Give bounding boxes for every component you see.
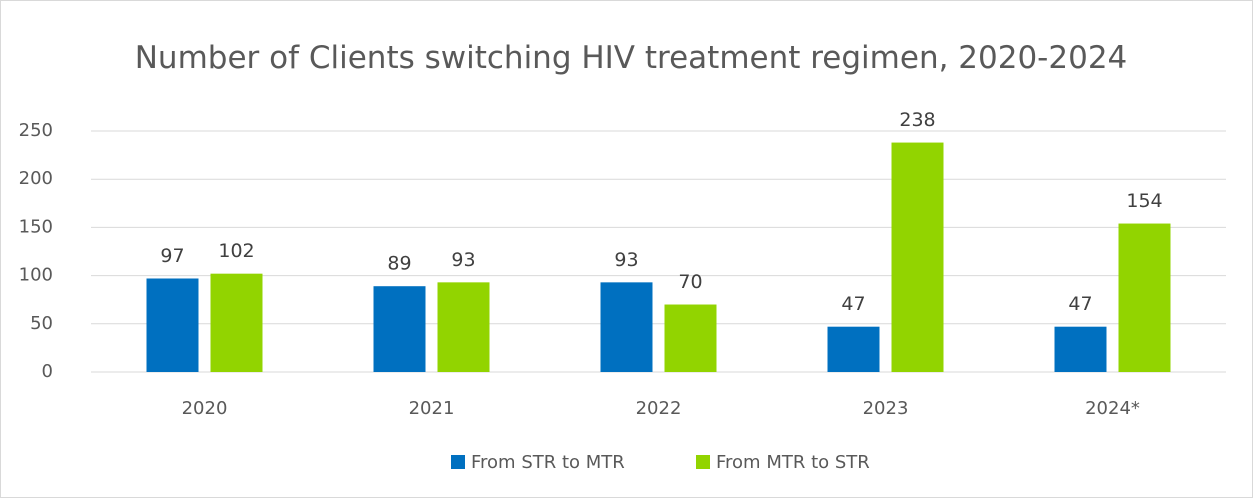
y-tick-label: 50 — [30, 313, 53, 334]
x-tick-label: 2023 — [863, 398, 909, 419]
legend-swatch — [696, 455, 710, 469]
x-tick-label: 2024* — [1085, 398, 1140, 419]
chart-title: Number of Clients switching HIV treatmen… — [134, 40, 1128, 76]
bar — [664, 304, 717, 372]
value-label: 93 — [614, 249, 638, 271]
bar — [1054, 326, 1107, 372]
value-label: 47 — [1068, 293, 1092, 315]
legend-label: From MTR to STR — [716, 452, 870, 473]
y-tick-label: 0 — [42, 361, 53, 382]
value-label: 47 — [841, 293, 865, 315]
value-label: 93 — [451, 249, 475, 271]
value-label: 97 — [160, 245, 184, 267]
value-label: 154 — [1126, 190, 1162, 212]
y-tick-label: 200 — [19, 168, 53, 189]
y-tick-label: 250 — [19, 120, 53, 141]
y-tick-label: 100 — [19, 265, 53, 286]
value-label: 238 — [899, 109, 935, 131]
value-label: 70 — [678, 271, 702, 293]
bar — [600, 282, 653, 372]
bar — [891, 142, 944, 372]
y-tick-label: 150 — [19, 216, 53, 237]
bar — [373, 286, 426, 372]
x-tick-label: 2021 — [409, 398, 455, 419]
bar — [210, 273, 263, 372]
x-tick-label: 2020 — [182, 398, 228, 419]
bar — [1118, 223, 1171, 372]
legend-label: From STR to MTR — [471, 452, 625, 473]
bar — [437, 282, 490, 372]
bar — [146, 278, 199, 372]
value-label: 89 — [387, 253, 411, 275]
x-tick-label: 2022 — [636, 398, 682, 419]
value-label: 102 — [218, 240, 254, 262]
bar — [827, 326, 880, 372]
legend-swatch — [451, 455, 465, 469]
